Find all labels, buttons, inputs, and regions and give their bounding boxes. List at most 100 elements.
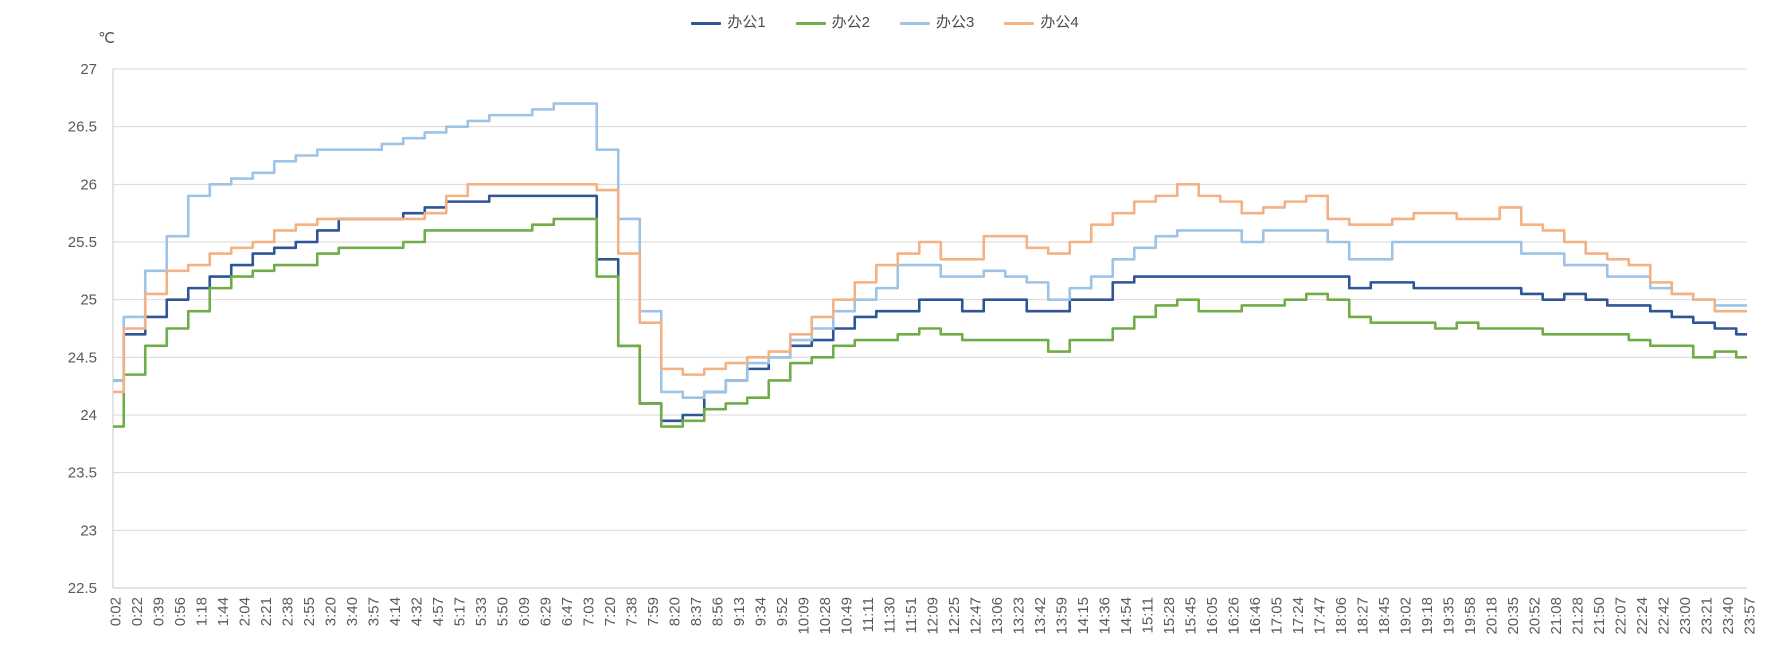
x-axis-tick-label: 12:25 xyxy=(946,597,963,635)
legend-label-1: 办公1 xyxy=(727,14,766,31)
x-axis-tick-label: 9:52 xyxy=(774,597,791,626)
legend-label-4: 办公4 xyxy=(1040,14,1079,31)
x-axis-tick-label: 22:42 xyxy=(1656,597,1673,635)
y-axis-tick-label: 27 xyxy=(80,61,97,78)
x-axis-tick-label: 4:32 xyxy=(409,597,426,626)
y-axis-tick-label: 25 xyxy=(80,292,97,309)
y-axis-tick-label: 22.5 xyxy=(68,580,97,597)
x-axis-tick-label: 7:59 xyxy=(645,597,662,626)
legend-line-swatch-4 xyxy=(1004,21,1035,25)
legend-line-swatch-3 xyxy=(900,21,930,25)
x-axis-tick-label: 0:02 xyxy=(108,597,125,626)
x-axis-tick-label: 23:40 xyxy=(1720,597,1737,635)
x-axis-tick-label: 21:50 xyxy=(1591,597,1608,635)
x-axis-tick-label: 19:58 xyxy=(1462,597,1479,635)
x-axis-tick-label: 10:09 xyxy=(796,597,813,635)
y-axis-tick-label: 24.5 xyxy=(68,349,97,366)
x-axis-tick-label: 4:57 xyxy=(430,597,447,626)
x-axis-tick-label: 9:13 xyxy=(731,597,748,626)
legend-label-3: 办公3 xyxy=(936,14,975,31)
series-line-1 xyxy=(113,194,1747,423)
x-axis-tick-label: 16:46 xyxy=(1247,597,1264,635)
x-axis-tick-label: 23:00 xyxy=(1677,597,1694,635)
x-axis-tick-label: 3:20 xyxy=(323,597,340,626)
x-axis-tick-label: 23:57 xyxy=(1742,597,1759,635)
legend-line-swatch-2 xyxy=(795,21,826,25)
y-axis-unit-label: ℃ xyxy=(98,30,115,47)
x-axis-tick-label: 8:37 xyxy=(688,597,705,626)
x-axis-tick-label: 9:34 xyxy=(753,597,770,626)
x-axis-tick-label: 17:47 xyxy=(1312,597,1329,635)
x-axis-tick-label: 2:21 xyxy=(258,597,275,626)
x-axis-tick-label: 8:20 xyxy=(667,597,684,626)
x-axis-tick-label: 19:18 xyxy=(1419,597,1436,635)
x-axis-tick-label: 11:30 xyxy=(882,597,899,633)
x-axis-tick-label: 19:35 xyxy=(1441,597,1458,635)
x-axis-tick-label: 6:09 xyxy=(516,597,533,626)
x-axis-tick-label: 21:28 xyxy=(1570,597,1587,635)
x-axis-tick-label: 8:56 xyxy=(710,597,727,626)
x-axis-tick-label: 7:20 xyxy=(602,597,619,626)
x-axis-tick-label: 0:22 xyxy=(129,597,146,626)
legend-item-series-1[interactable]: 办公1 xyxy=(691,14,766,32)
x-axis-tick-label: 14:36 xyxy=(1097,597,1114,635)
legend-item-series-4[interactable]: 办公4 xyxy=(1004,14,1079,32)
x-axis-tick-label: 21:08 xyxy=(1548,597,1565,635)
x-axis-tick-label: 6:29 xyxy=(538,597,555,626)
x-axis-tick-label: 2:38 xyxy=(280,597,297,626)
x-axis-tick-label: 4:14 xyxy=(387,597,404,626)
x-axis-tick-label: 15:11 xyxy=(1140,597,1157,633)
x-axis-tick-label: 22:07 xyxy=(1613,597,1630,635)
x-axis-tick-label: 0:56 xyxy=(172,597,189,626)
chart-legend: 办公1 办公2 办公3 办公4 xyxy=(0,14,1770,32)
x-axis-tick-label: 19:02 xyxy=(1398,597,1415,635)
x-axis-tick-label: 11:11 xyxy=(860,597,877,632)
x-axis-tick-label: 3:57 xyxy=(366,597,383,626)
x-axis-tick-label: 7:38 xyxy=(624,597,641,626)
y-axis-tick-label: 24 xyxy=(80,407,97,424)
y-axis-tick-label: 23 xyxy=(80,522,97,539)
y-axis-tick-label: 26 xyxy=(80,176,97,193)
x-axis-tick-label: 0:39 xyxy=(151,597,168,626)
x-axis-tick-label: 14:54 xyxy=(1118,597,1135,635)
y-axis-tick-label: 23.5 xyxy=(68,465,97,482)
x-axis-tick-label: 16:26 xyxy=(1226,597,1243,635)
x-axis-tick-label: 13:42 xyxy=(1032,597,1049,635)
x-axis-tick-label: 10:49 xyxy=(839,597,856,635)
legend-line-swatch-1 xyxy=(691,21,722,25)
x-axis-tick-label: 13:23 xyxy=(1011,597,1028,635)
x-axis-tick-label: 20:35 xyxy=(1505,597,1522,635)
legend-item-series-2[interactable]: 办公2 xyxy=(795,14,870,32)
x-axis-tick-label: 17:24 xyxy=(1290,597,1307,635)
x-axis-tick-label: 12:09 xyxy=(925,597,942,635)
x-axis-tick-label: 13:59 xyxy=(1054,597,1071,635)
legend-item-series-3[interactable]: 办公3 xyxy=(900,14,974,32)
x-axis-tick-label: 17:05 xyxy=(1269,597,1286,635)
x-axis-tick-label: 10:28 xyxy=(817,597,834,635)
x-axis-tick-label: 12:47 xyxy=(968,597,985,635)
x-axis-tick-label: 6:47 xyxy=(559,597,576,626)
x-axis-tick-label: 1:44 xyxy=(215,597,232,626)
x-axis-tick-label: 18:45 xyxy=(1376,597,1393,635)
series-line-4 xyxy=(113,183,1747,394)
x-axis-tick-label: 15:45 xyxy=(1183,597,1200,635)
x-axis-tick-label: 5:33 xyxy=(473,597,490,626)
x-axis-tick-label: 2:55 xyxy=(301,597,318,626)
series-line-2 xyxy=(113,217,1747,428)
x-axis-tick-label: 5:17 xyxy=(452,597,469,626)
y-axis-tick-label: 25.5 xyxy=(68,234,97,251)
x-axis-tick-label: 11:51 xyxy=(903,597,920,633)
x-axis-tick-label: 16:05 xyxy=(1204,597,1221,635)
x-axis-tick-label: 23:21 xyxy=(1699,597,1716,635)
series-line-3 xyxy=(113,102,1747,399)
x-axis-tick-label: 2:04 xyxy=(237,597,254,626)
x-axis-tick-label: 20:18 xyxy=(1484,597,1501,635)
legend-label-2: 办公2 xyxy=(831,14,870,31)
x-axis-tick-label: 1:18 xyxy=(194,597,211,626)
x-axis-tick-label: 14:15 xyxy=(1075,597,1092,635)
x-axis-tick-label: 5:50 xyxy=(495,597,512,626)
x-axis-tick-label: 13:06 xyxy=(989,597,1006,635)
x-axis-tick-label: 18:06 xyxy=(1333,597,1350,635)
